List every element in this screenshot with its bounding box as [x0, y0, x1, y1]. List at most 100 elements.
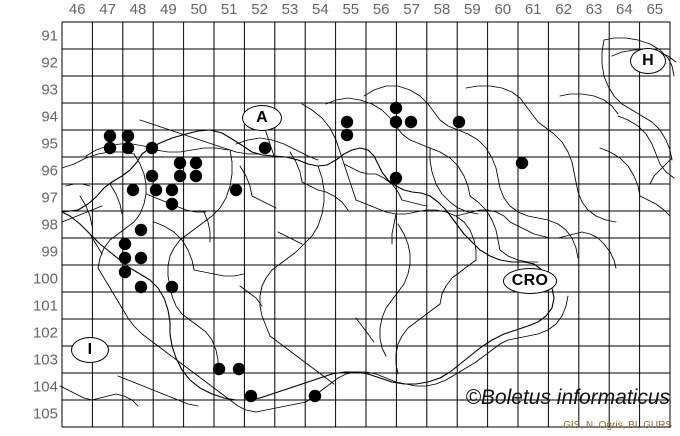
- internal-boundary-path: [235, 137, 319, 161]
- internal-boundary-path: [325, 97, 471, 197]
- internal-boundary-path: [509, 221, 535, 235]
- internal-boundary-path: [557, 231, 583, 239]
- internal-boundary-path: [379, 223, 411, 357]
- internal-boundary-path: [153, 221, 195, 271]
- occurrence-dot: [165, 183, 179, 197]
- column-axis-label: 51: [220, 1, 238, 18]
- occurrence-dot: [389, 101, 403, 115]
- row-axis-label: 97: [41, 189, 58, 206]
- internal-boundary-path: [617, 115, 675, 179]
- internal-boundary-path: [639, 195, 671, 217]
- column-axis-label: 57: [403, 1, 420, 18]
- internal-boundary-path: [157, 345, 207, 383]
- occurrence-dot: [118, 265, 132, 279]
- internal-boundary-path: [109, 183, 123, 215]
- occurrence-dot: [340, 115, 354, 129]
- column-axis-label: 52: [251, 1, 268, 18]
- internal-boundary-path: [167, 149, 233, 297]
- occurrence-dot: [515, 156, 529, 170]
- occurrence-dot: [229, 183, 243, 197]
- column-axis-label: 56: [372, 1, 390, 18]
- row-axis-label: 101: [32, 297, 58, 314]
- internal-boundary-path: [259, 165, 325, 337]
- occurrence-dot: [103, 141, 117, 155]
- occurrence-dot: [103, 129, 117, 143]
- internal-boundary-path: [91, 393, 117, 401]
- internal-boundary-path: [255, 401, 307, 413]
- internal-boundary-path: [603, 243, 617, 269]
- row-axis-label: 92: [41, 54, 58, 71]
- occurrence-dot: [173, 169, 187, 183]
- region-badge-cro: CRO: [503, 268, 557, 294]
- internal-boundary-path: [115, 393, 139, 407]
- column-axis-label: 58: [433, 1, 451, 18]
- occurrence-dot: [404, 115, 418, 129]
- internal-boundary-path: [193, 269, 245, 277]
- column-axis-label: 46: [68, 1, 86, 18]
- occurrence-dot: [232, 362, 246, 376]
- internal-boundary-path: [61, 151, 135, 169]
- internal-boundary-path: [171, 295, 219, 371]
- internal-boundary-path: [269, 335, 335, 385]
- internal-boundary-path: [391, 213, 397, 245]
- occurrence-dot-layer: [103, 101, 529, 403]
- occurrence-dot: [126, 183, 140, 197]
- internal-boundary-path: [59, 385, 93, 401]
- internal-boundary-path: [603, 37, 675, 77]
- internal-boundary-path: [355, 317, 375, 343]
- occurrence-dot: [118, 251, 132, 265]
- row-axis-label: 93: [41, 81, 58, 98]
- internal-boundary-path: [395, 381, 437, 387]
- occurrence-dot: [134, 280, 148, 294]
- internal-boundary-path: [475, 339, 509, 363]
- region-badge-h: H: [630, 48, 666, 74]
- occurrence-dot: [118, 237, 132, 251]
- internal-boundary-path: [343, 163, 377, 175]
- column-axis-label: 55: [342, 1, 360, 18]
- occurrence-dot: [173, 156, 187, 170]
- column-axis-label: 50: [190, 1, 208, 18]
- internal-boundary-path: [139, 119, 261, 155]
- internal-boundary-path: [439, 259, 477, 305]
- column-axis-label: 59: [464, 1, 481, 18]
- internal-boundary-path: [401, 199, 427, 207]
- attribution-label: GIS, N. Ogris, BI, GURS: [563, 420, 672, 431]
- row-axis-label: 95: [41, 135, 58, 152]
- internal-boundary-path: [117, 375, 199, 407]
- internal-boundary-path: [363, 85, 579, 259]
- internal-boundary-path: [547, 295, 569, 331]
- internal-boundary-path: [301, 103, 357, 201]
- internal-boundary-path: [395, 303, 441, 375]
- occurrence-dot: [389, 171, 403, 185]
- internal-boundary-path: [251, 195, 277, 209]
- column-axis-label: 62: [555, 1, 572, 18]
- internal-boundary-path: [649, 157, 673, 185]
- occurrence-dot: [212, 362, 226, 376]
- occurrence-dot: [308, 389, 322, 403]
- row-axis-label: 105: [32, 405, 58, 422]
- occurrence-dot: [121, 129, 135, 143]
- internal-boundary-path: [239, 285, 263, 307]
- column-axis-label: 54: [312, 1, 329, 18]
- row-axis-label: 103: [32, 351, 58, 368]
- region-badge-a: A: [242, 105, 282, 131]
- copyright-label: ©Boletus informaticus: [465, 386, 670, 409]
- internal-boundary-path: [435, 361, 477, 385]
- internal-boundary-path: [429, 147, 479, 215]
- occurrence-dot: [165, 280, 179, 294]
- occurrence-dot: [145, 169, 159, 183]
- internal-boundary-path: [601, 39, 673, 161]
- internal-boundary-path: [581, 231, 605, 245]
- internal-boundary-path: [203, 211, 211, 243]
- occurrence-dot: [340, 128, 354, 142]
- occurrence-dot: [134, 223, 148, 237]
- row-axis-label: 104: [32, 378, 58, 395]
- internal-boundary-path: [97, 153, 147, 269]
- occurrence-dot: [189, 169, 203, 183]
- occurrence-dot: [389, 115, 403, 129]
- internal-boundary-path: [533, 233, 559, 239]
- column-axis-label: 64: [616, 1, 633, 18]
- occurrence-dot: [189, 156, 203, 170]
